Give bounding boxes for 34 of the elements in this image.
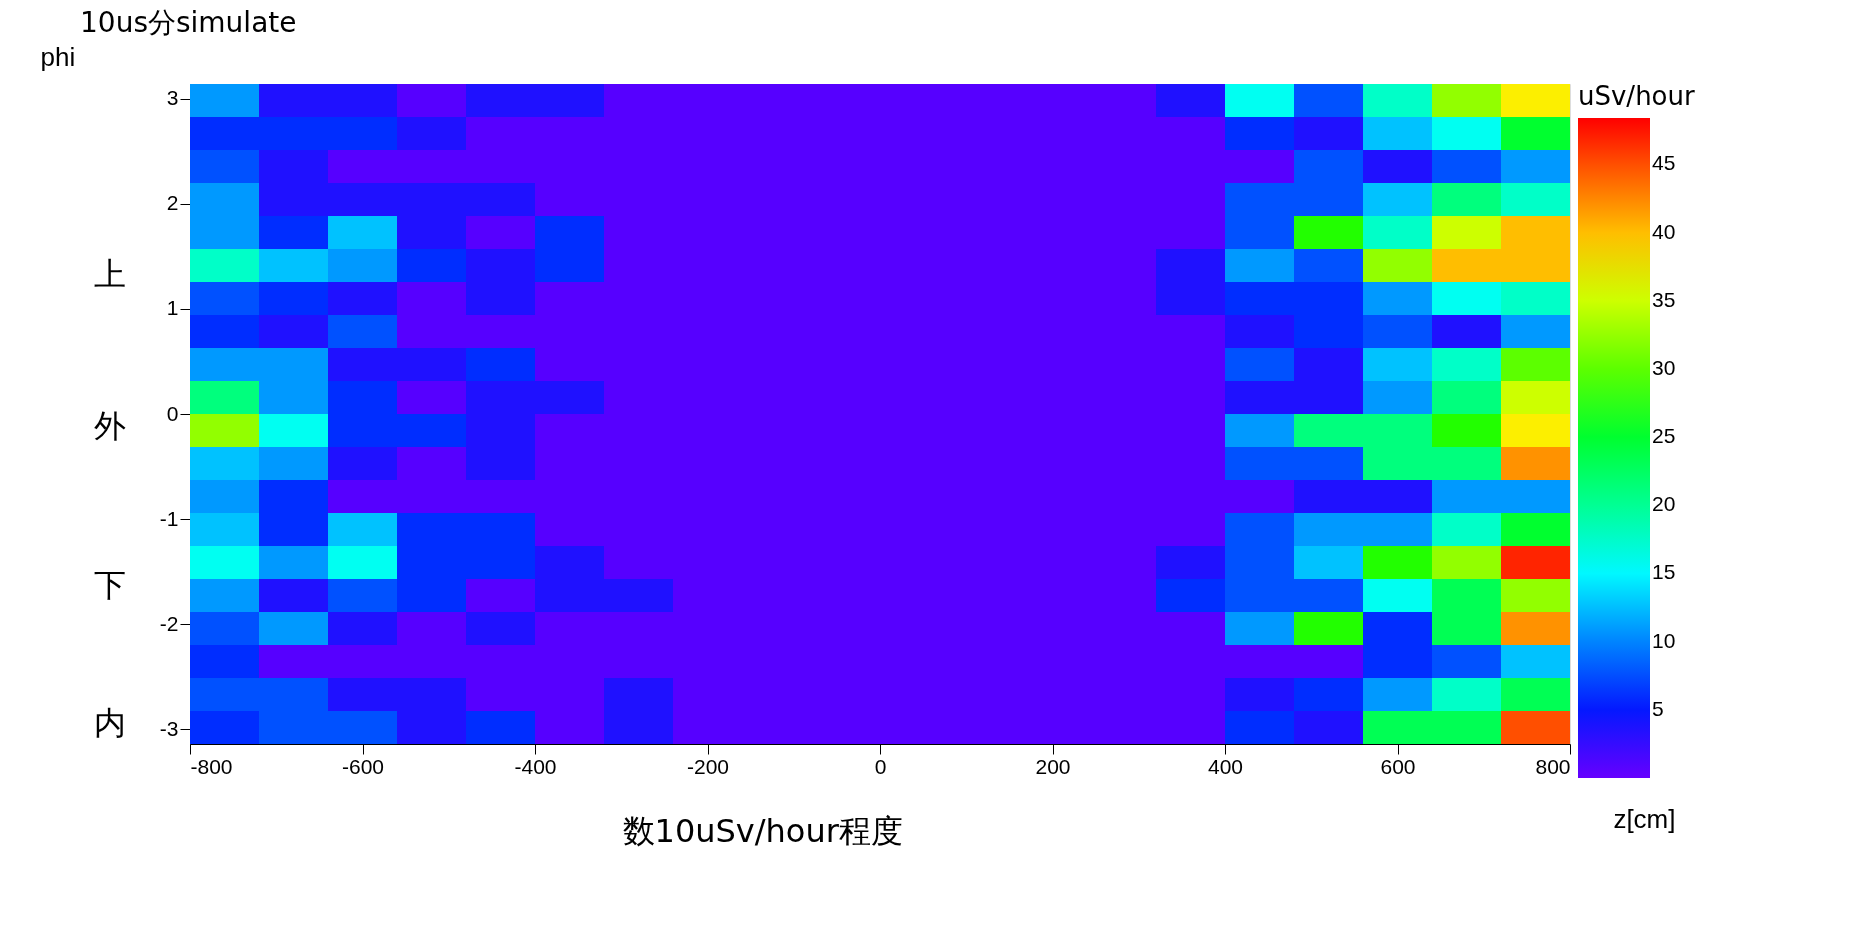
color-bar-label: 5 <box>1652 696 1664 720</box>
x-tick-label: -200 <box>686 754 730 778</box>
color-bar-label: 10 <box>1652 628 1676 652</box>
x-tick-label: -400 <box>514 754 557 778</box>
x-tick-label: 0 <box>874 754 887 778</box>
color-bar-label: 30 <box>1652 355 1676 379</box>
x-tick-label: 600 <box>1380 754 1416 778</box>
color-bar-label: 25 <box>1652 424 1676 448</box>
y-tick-label: 0 <box>166 401 179 425</box>
x-axis-title: z[cm] <box>1613 803 1676 834</box>
text: 内 <box>94 704 126 743</box>
color-bar-title: uSv/hour <box>1578 81 1695 111</box>
y-tick-label: -1 <box>159 506 179 530</box>
y-tick-label: 3 <box>166 86 179 110</box>
color-bar-label: 40 <box>1652 219 1676 243</box>
x-tick-label: -800 <box>190 754 233 778</box>
y-tick-label: -3 <box>159 716 179 740</box>
color-bar-label: 45 <box>1652 151 1676 175</box>
color-bar-label: 35 <box>1652 287 1676 311</box>
color-bar-label: 20 <box>1652 492 1676 516</box>
text: 下 <box>94 565 126 604</box>
y-axis-title: phi <box>40 41 76 72</box>
text: 数10uSv/hour程度 <box>622 812 903 850</box>
chart-title: 10us分simulate <box>80 6 297 39</box>
x-tick-label: 200 <box>1035 754 1071 778</box>
y-tick-label: 1 <box>166 296 179 320</box>
x-tick-label: -600 <box>341 754 385 778</box>
y-tick-label: 2 <box>166 191 179 215</box>
text: 外 <box>94 407 126 446</box>
text: 上 <box>94 255 126 294</box>
x-tick-label: 400 <box>1207 754 1244 778</box>
color-bar-label: 15 <box>1652 560 1676 584</box>
y-tick-label: -2 <box>159 611 179 635</box>
x-tick-label: 800 <box>1535 754 1571 778</box>
